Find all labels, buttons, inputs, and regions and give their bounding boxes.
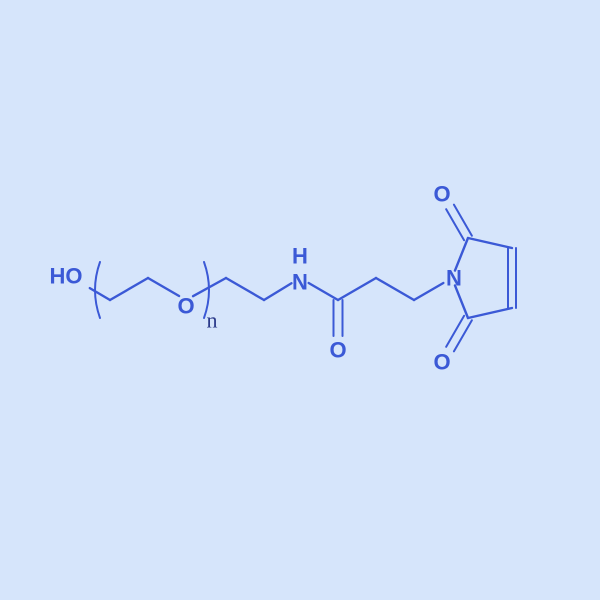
label-subscript-n: n	[207, 308, 218, 333]
label-HO: HO	[50, 264, 83, 289]
structure-svg: HOOnHNONOO	[0, 0, 600, 600]
label-N-ring: N	[446, 266, 462, 291]
chemical-structure-canvas: HOOnHNONOO	[0, 0, 600, 600]
label-N-amide: N	[292, 270, 308, 295]
label-O-ring-top: O	[433, 182, 450, 207]
label-O-ether: O	[177, 294, 194, 319]
label-O-ring-bottom: O	[433, 350, 450, 375]
label-H-amide: H	[292, 244, 308, 269]
label-O-carbonyl: O	[329, 338, 346, 363]
